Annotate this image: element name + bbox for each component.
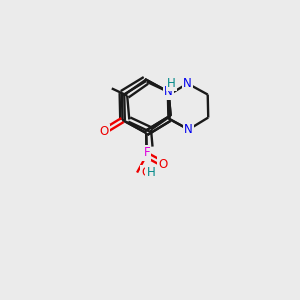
Text: O: O [99,125,108,138]
Text: H: H [167,77,176,90]
Text: O: O [159,158,168,171]
Text: N: N [164,85,173,98]
Text: N: N [184,123,193,136]
Text: O: O [141,166,150,179]
Text: H: H [147,166,155,179]
Text: F: F [143,146,150,160]
Text: N: N [183,77,192,90]
